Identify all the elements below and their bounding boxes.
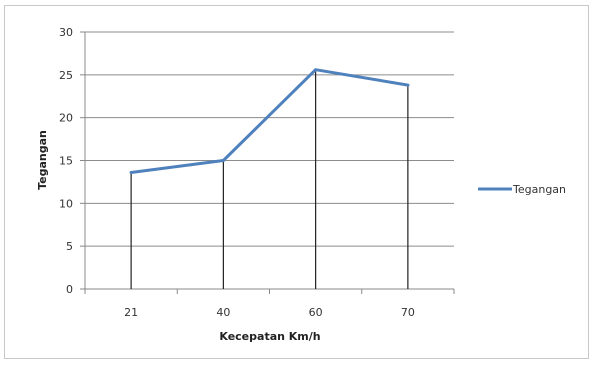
y-tick-label-30: 30 <box>59 26 73 39</box>
series-line-0 <box>129 68 410 174</box>
x-tick-label-60: 60 <box>309 306 323 319</box>
y-tick-label-15: 15 <box>59 155 73 168</box>
y-tick-label-5: 5 <box>66 240 73 253</box>
x-axis-title: Kecepatan Km/h <box>219 330 320 343</box>
data-point-40 <box>221 159 225 162</box>
gridlines <box>84 31 454 290</box>
y-axis-ticks: 0 5 10 15 20 25 30 <box>59 26 85 296</box>
series-group <box>129 68 410 174</box>
y-tick-label-10: 10 <box>59 197 73 210</box>
data-point-21 <box>129 170 133 174</box>
chart-frame <box>4 5 589 359</box>
x-tick-label-70: 70 <box>401 306 415 319</box>
y-axis-title: Tegangan <box>36 130 49 190</box>
y-tick-label-0: 0 <box>66 283 73 296</box>
x-axis-ticks: 21 40 60 70 <box>84 289 455 319</box>
x-tick-label-40: 40 <box>216 306 230 319</box>
legend: Tegangan <box>478 183 566 196</box>
drop-lines <box>130 69 409 289</box>
y-tick-label-20: 20 <box>59 112 73 125</box>
data-point-60 <box>314 68 318 72</box>
x-tick-label-21: 21 <box>124 306 138 319</box>
legend-label-0: Tegangan <box>512 183 566 196</box>
data-point-70 <box>406 83 410 87</box>
y-tick-label-25: 25 <box>59 69 73 82</box>
